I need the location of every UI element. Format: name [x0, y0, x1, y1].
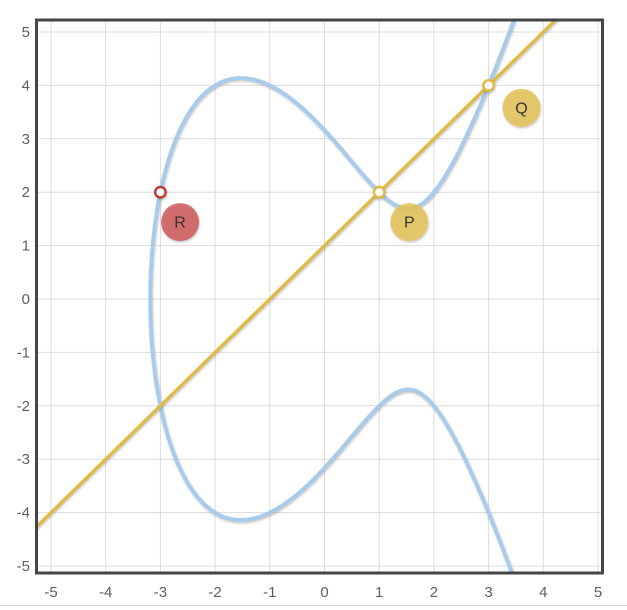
- point-marker-R[interactable]: [153, 185, 167, 199]
- x-tick-label: 2: [430, 584, 438, 601]
- x-tick-label: 5: [594, 584, 602, 601]
- point-marker-P[interactable]: [372, 185, 386, 199]
- y-tick-label: 0: [22, 291, 30, 308]
- x-tick-label: -1: [263, 584, 276, 601]
- point-label-bubbles: P Q R: [161, 88, 541, 242]
- y-tick-label: 4: [22, 77, 30, 94]
- y-tick-label: 2: [22, 184, 30, 201]
- y-tick-label: -2: [17, 398, 30, 415]
- y-tick-label: -3: [17, 451, 30, 468]
- x-tick-label: -2: [208, 584, 221, 601]
- elliptic-curve: [148, 21, 516, 572]
- point-marker-Q[interactable]: [482, 79, 495, 92]
- x-axis-tick-labels: -5 -4 -3 -2 -1 0 1 2 3 4 5: [44, 584, 602, 601]
- x-tick-label: -5: [44, 584, 57, 601]
- x-tick-label: -3: [154, 584, 167, 601]
- x-tick-label: 1: [375, 584, 383, 601]
- point-label-circle-P[interactable]: [390, 203, 429, 242]
- point-label-text-P: P: [404, 215, 415, 232]
- x-tick-label: -4: [99, 584, 112, 601]
- point-label-circle-Q[interactable]: [502, 88, 541, 127]
- x-tick-label: 4: [539, 584, 547, 601]
- point-label-bubble-Q[interactable]: Q: [502, 88, 541, 127]
- x-tick-label: 0: [320, 584, 328, 601]
- y-axis-tick-labels: -5 -4 -3 -2 -1 0 1 2 3 4 5: [17, 24, 30, 575]
- y-tick-label: 5: [22, 24, 30, 41]
- y-tick-label: 1: [22, 238, 30, 255]
- x-tick-label: 3: [484, 584, 492, 601]
- page-divider: [0, 605, 627, 606]
- y-tick-label: -5: [17, 558, 30, 575]
- point-label-bubble-R[interactable]: R: [161, 203, 200, 242]
- point-label-bubble-P[interactable]: P: [390, 203, 429, 242]
- point-markers: [153, 79, 495, 199]
- point-label-circle-R[interactable]: [161, 203, 200, 242]
- plot-border: [35, 18, 604, 575]
- point-label-text-Q: Q: [515, 100, 527, 117]
- point-label-text-R: R: [174, 215, 186, 232]
- y-tick-label: -1: [17, 344, 30, 361]
- secant-line: [38, 21, 557, 528]
- y-tick-label: -4: [17, 505, 30, 522]
- y-tick-label: 3: [22, 131, 30, 148]
